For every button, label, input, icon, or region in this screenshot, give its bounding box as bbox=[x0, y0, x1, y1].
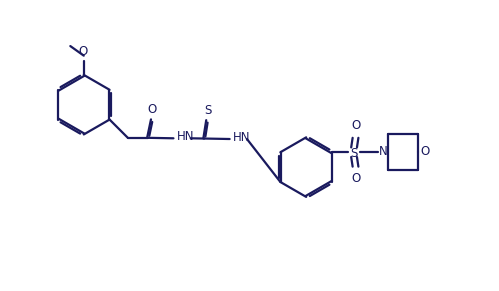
Text: S: S bbox=[204, 104, 211, 117]
Text: O: O bbox=[421, 145, 430, 158]
Text: O: O bbox=[148, 103, 157, 116]
Text: N: N bbox=[379, 145, 388, 158]
Text: O: O bbox=[351, 119, 361, 132]
Text: HN: HN bbox=[233, 131, 250, 143]
Text: O: O bbox=[351, 172, 361, 185]
Text: S: S bbox=[350, 147, 358, 160]
Text: HN: HN bbox=[177, 130, 194, 143]
Text: O: O bbox=[79, 45, 88, 58]
